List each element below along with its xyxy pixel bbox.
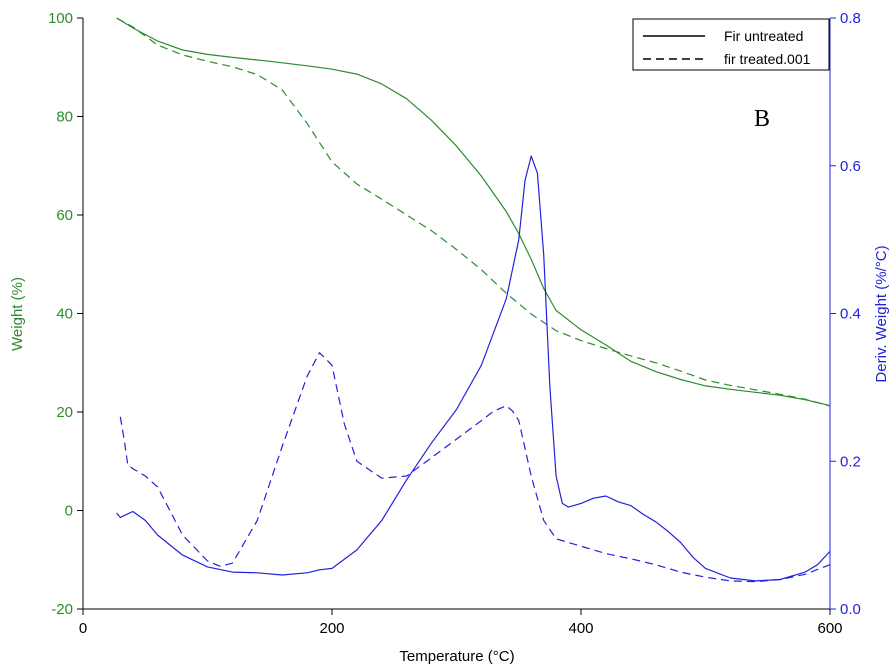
y-right-axis-label: Deriv. Weight (%/°C)	[873, 245, 890, 382]
x-axis-label: Temperature (°C)	[399, 648, 514, 665]
legend-entry-1: fir treated.001	[724, 51, 811, 67]
bottom-axis-ticks: 0 200 400 600	[79, 609, 843, 637]
x-tick-label: 600	[817, 620, 842, 637]
y-left-tick-label: 100	[48, 10, 73, 27]
y-right-tick-label: 0.6	[840, 158, 861, 175]
y-left-tick-label: 80	[56, 109, 73, 126]
right-axis-ticks: 0.8 0.6 0.4 0.2 0.0	[830, 10, 861, 618]
y-right-tick-label: 0.4	[840, 306, 861, 323]
series-line-weight-treated	[116, 17, 831, 407]
y-left-tick-label: 40	[56, 306, 73, 323]
panel-label: B	[754, 106, 770, 132]
y-left-tick-label: 60	[56, 207, 73, 224]
y-left-tick-label: 20	[56, 404, 73, 421]
series-line-weight-untreated	[116, 17, 831, 407]
legend: Fir untreated fir treated.001	[632, 18, 830, 71]
series-line-derivative-treated	[119, 352, 831, 583]
legend-box	[632, 18, 830, 71]
x-tick-label: 400	[568, 620, 593, 637]
y-left-tick-label: 0	[65, 503, 73, 520]
y-left-axis-label: Weight (%)	[9, 277, 26, 351]
y-right-tick-label: 0.8	[840, 10, 861, 27]
legend-entry-0: Fir untreated	[724, 28, 803, 44]
series-line-derivative-untreated	[116, 155, 831, 582]
y-left-tick-label: -20	[51, 601, 73, 618]
x-tick-label: 200	[319, 620, 344, 637]
x-tick-label: 0	[79, 620, 87, 637]
y-right-tick-label: 0.0	[840, 601, 861, 618]
left-axis-ticks: 100 80 60 40 20 0 -20	[48, 10, 83, 618]
series-group	[116, 17, 831, 583]
y-right-tick-label: 0.2	[840, 453, 861, 470]
